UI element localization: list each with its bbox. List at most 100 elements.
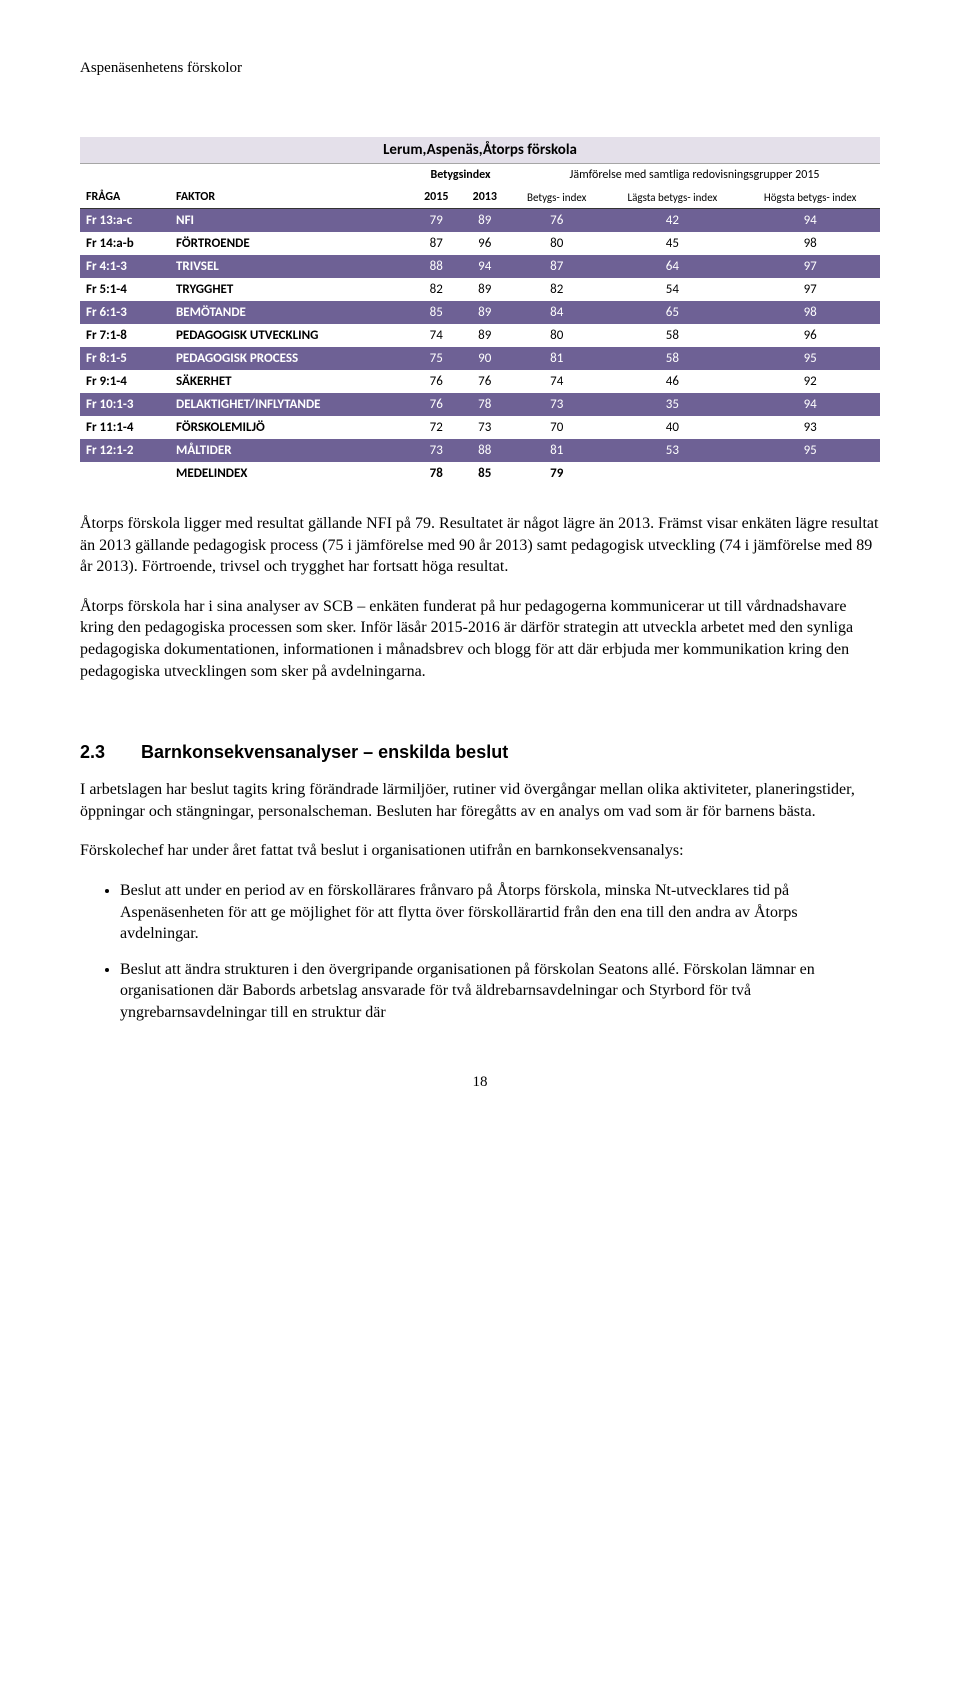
table-row: Fr 6:1-3BEMÖTANDE8589846598 — [80, 301, 880, 324]
table-row: Fr 13:a-cNFI7989764294 — [80, 209, 880, 233]
cell-code: Fr 5:1-4 — [80, 278, 170, 301]
list-item: Beslut att under en period av en förskol… — [120, 880, 880, 945]
cell-v2015: 79 — [412, 209, 461, 233]
cell-code: Fr 4:1-3 — [80, 255, 170, 278]
cell-bi: 73 — [509, 393, 604, 416]
cell-v2013: 76 — [461, 370, 510, 393]
cell-low: 40 — [604, 416, 740, 439]
cell-high: 98 — [740, 232, 880, 255]
col-comparison-group: Jämförelse med samtliga redovisningsgrup… — [509, 164, 880, 187]
cell-low: 64 — [604, 255, 740, 278]
medel-2015: 78 — [412, 462, 461, 485]
page-header: Aspenäsenhetens förskolor — [80, 60, 880, 77]
cell-v2015: 87 — [412, 232, 461, 255]
cell-code: Fr 8:1-5 — [80, 347, 170, 370]
cell-v2015: 72 — [412, 416, 461, 439]
cell-low: 58 — [604, 347, 740, 370]
cell-label: FÖRTROENDE — [170, 232, 412, 255]
cell-low: 42 — [604, 209, 740, 233]
cell-label: PEDAGOGISK UTVECKLING — [170, 324, 412, 347]
cell-high: 95 — [740, 347, 880, 370]
cell-v2013: 73 — [461, 416, 510, 439]
cell-code: Fr 13:a-c — [80, 209, 170, 233]
section-intro-1: I arbetslagen har beslut tagits kring fö… — [80, 779, 880, 822]
cell-label: BEMÖTANDE — [170, 301, 412, 324]
cell-high: 96 — [740, 324, 880, 347]
cell-high: 97 — [740, 255, 880, 278]
cell-high: 94 — [740, 393, 880, 416]
cell-low: 54 — [604, 278, 740, 301]
cell-v2015: 75 — [412, 347, 461, 370]
col-2015: 2015 — [412, 186, 461, 209]
col-fraga: FRÅGA — [80, 186, 170, 209]
table-row-medel: MEDELINDEX 78 85 79 — [80, 462, 880, 485]
section-title: Barnkonsekvensanalyser – enskilda beslut — [141, 742, 508, 762]
section-number: 2.3 — [80, 742, 136, 763]
paragraph-1: Åtorps förskola ligger med resultat gäll… — [80, 513, 880, 578]
cell-code: Fr 11:1-4 — [80, 416, 170, 439]
col-2013: 2013 — [461, 186, 510, 209]
cell-bi: 81 — [509, 439, 604, 462]
cell-bi: 80 — [509, 324, 604, 347]
cell-high: 98 — [740, 301, 880, 324]
col-betygsindex: Betygs- index — [509, 186, 604, 209]
cell-v2015: 76 — [412, 393, 461, 416]
cell-v2013: 89 — [461, 209, 510, 233]
bullet-list: Beslut att under en period av en förskol… — [80, 880, 880, 1024]
medel-bi: 79 — [509, 462, 604, 485]
cell-code: Fr 12:1-2 — [80, 439, 170, 462]
cell-v2013: 88 — [461, 439, 510, 462]
cell-v2013: 96 — [461, 232, 510, 255]
table-row: Fr 8:1-5PEDAGOGISK PROCESS7590815895 — [80, 347, 880, 370]
col-faktor: FAKTOR — [170, 186, 412, 209]
cell-low: 65 — [604, 301, 740, 324]
section-intro-2: Förskolechef har under året fattat två b… — [80, 840, 880, 862]
table-title: Lerum,Aspenäs,Åtorps förskola — [80, 137, 880, 164]
cell-label: MÅLTIDER — [170, 439, 412, 462]
results-table: Lerum,Aspenäs,Åtorps förskola Betygsinde… — [80, 137, 880, 485]
list-item: Beslut att ändra strukturen i den övergr… — [120, 959, 880, 1024]
cell-code: Fr 10:1-3 — [80, 393, 170, 416]
cell-code: Fr 14:a-b — [80, 232, 170, 255]
cell-code: Fr 6:1-3 — [80, 301, 170, 324]
cell-high: 94 — [740, 209, 880, 233]
cell-label: PEDAGOGISK PROCESS — [170, 347, 412, 370]
cell-bi: 82 — [509, 278, 604, 301]
cell-bi: 87 — [509, 255, 604, 278]
table-header-group2: FRÅGA FAKTOR 2015 2013 Betygs- index Läg… — [80, 186, 880, 209]
cell-label: FÖRSKOLEMILJÖ — [170, 416, 412, 439]
cell-low: 45 — [604, 232, 740, 255]
cell-high: 92 — [740, 370, 880, 393]
cell-bi: 81 — [509, 347, 604, 370]
cell-label: TRIVSEL — [170, 255, 412, 278]
col-lagsta: Lägsta betygs- index — [604, 186, 740, 209]
cell-low: 58 — [604, 324, 740, 347]
table-row: Fr 4:1-3TRIVSEL8894876497 — [80, 255, 880, 278]
table-title-row: Lerum,Aspenäs,Åtorps förskola — [80, 137, 880, 164]
cell-label: TRYGGHET — [170, 278, 412, 301]
table-header-group1: Betygsindex Jämförelse med samtliga redo… — [80, 164, 880, 187]
cell-v2015: 73 — [412, 439, 461, 462]
col-betygsindex-group: Betygsindex — [412, 164, 509, 187]
table-row: Fr 12:1-2MÅLTIDER7388815395 — [80, 439, 880, 462]
cell-low: 53 — [604, 439, 740, 462]
cell-label: NFI — [170, 209, 412, 233]
cell-low: 35 — [604, 393, 740, 416]
cell-bi: 70 — [509, 416, 604, 439]
cell-v2015: 76 — [412, 370, 461, 393]
medel-2013: 85 — [461, 462, 510, 485]
cell-bi: 76 — [509, 209, 604, 233]
table-row: Fr 14:a-bFÖRTROENDE8796804598 — [80, 232, 880, 255]
cell-code: Fr 7:1-8 — [80, 324, 170, 347]
cell-v2013: 89 — [461, 324, 510, 347]
cell-v2013: 78 — [461, 393, 510, 416]
table-row: Fr 5:1-4TRYGGHET8289825497 — [80, 278, 880, 301]
cell-v2015: 82 — [412, 278, 461, 301]
table-row: Fr 10:1-3DELAKTIGHET/INFLYTANDE767873359… — [80, 393, 880, 416]
cell-code: Fr 9:1-4 — [80, 370, 170, 393]
cell-v2013: 90 — [461, 347, 510, 370]
cell-v2015: 74 — [412, 324, 461, 347]
cell-high: 95 — [740, 439, 880, 462]
table-row: Fr 9:1-4SÄKERHET7676744692 — [80, 370, 880, 393]
cell-bi: 80 — [509, 232, 604, 255]
